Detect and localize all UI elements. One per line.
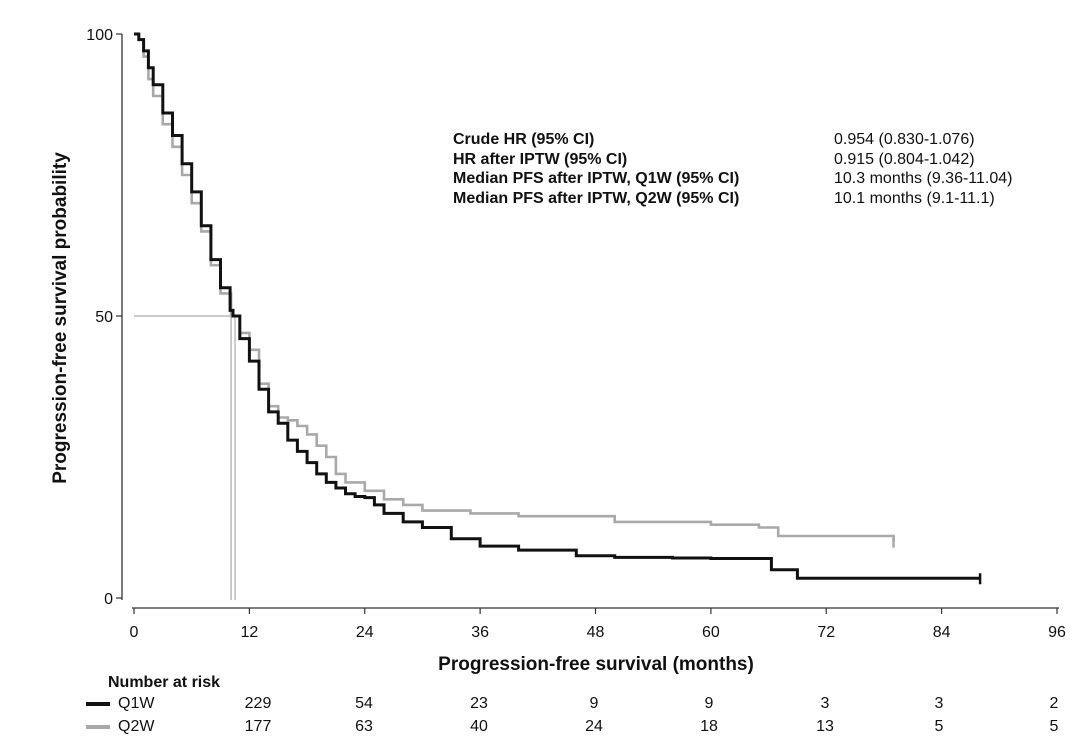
x-tick-label: 12 [240,624,258,641]
y-tick-label: 100 [86,27,113,44]
x-tick-label: 96 [1048,624,1066,641]
x-tick-label: 84 [933,624,951,641]
risk-value: 177 [244,718,272,735]
stat-row-median-q2w: Median PFS after IPTW, Q2W (95% CI) 10.1… [453,189,1073,209]
legend-swatch-q1w [86,702,110,706]
x-tick-label: 0 [130,624,139,641]
x-tick-label: 72 [817,624,835,641]
risk-value: 18 [700,718,718,735]
stat-row-median-q1w: Median PFS after IPTW, Q1W (95% CI) 10.3… [453,169,1073,189]
risk-value: 9 [704,695,714,712]
risk-value: 54 [355,695,373,712]
risk-value: 9 [589,695,599,712]
stat-value: 0.954 (0.830-1.076) [834,131,975,148]
stat-row-hr-iptw: HR after IPTW (95% CI) 0.915 (0.804-1.04… [453,150,1073,170]
risk-value: 24 [585,718,603,735]
stat-value: 10.3 months (9.36-11.04) [834,170,1013,187]
risk-value: 5 [1049,718,1059,735]
risk-table-title: Number at risk [108,674,221,691]
stat-label: Median PFS after IPTW, Q1W (95% CI) [453,170,740,187]
series-line-q1w [134,32,981,580]
stats-annotation-block: Crude HR (95% CI) 0.954 (0.830-1.076) HR… [453,130,1073,208]
y-tick-label: 0 [104,591,113,608]
y-tick-label: 50 [95,309,113,326]
risk-value: 13 [816,718,834,735]
risk-value: 3 [820,695,830,712]
risk-value: 40 [470,718,488,735]
x-tick-label: 60 [702,624,720,641]
x-axis-label: Progression-free survival (months) [438,654,754,675]
stat-label: Median PFS after IPTW, Q2W (95% CI) [453,189,740,207]
stat-value: 0.915 (0.804-1.042) [834,150,975,168]
stat-value: 10.1 months (9.1-11.1) [834,189,995,207]
risk-value: 3 [934,695,944,712]
risk-value: 5 [934,718,944,735]
x-tick-label: 48 [587,624,605,641]
stat-label: HR after IPTW (95% CI) [453,150,628,168]
risk-row-label: Q1W [118,695,155,712]
risk-row-q1w: Q1W 229 54 23 9 9 3 3 2 [0,693,1080,715]
x-tick-label: 24 [356,624,374,641]
risk-row-q2w: Q2W 177 63 40 24 18 13 5 5 [0,716,1080,738]
risk-row-label: Q2W [118,718,155,735]
risk-value: 229 [244,695,272,712]
stat-row-crude-hr: Crude HR (95% CI) 0.954 (0.830-1.076) [453,130,1073,150]
x-tick-label: 36 [471,624,489,641]
axes: 0 50 100 0 12 24 36 48 60 72 84 96 [86,27,1066,641]
survival-curves [134,32,982,585]
legend-swatch-q2w [86,725,110,729]
stat-label: Crude HR (95% CI) [453,131,595,148]
series-line-q2w [134,32,895,542]
risk-value: 23 [470,695,488,712]
risk-value: 2 [1049,695,1059,712]
y-axis-label: Progression-free survival probability [50,152,71,484]
median-lines [134,315,236,600]
risk-value: 63 [355,718,373,735]
